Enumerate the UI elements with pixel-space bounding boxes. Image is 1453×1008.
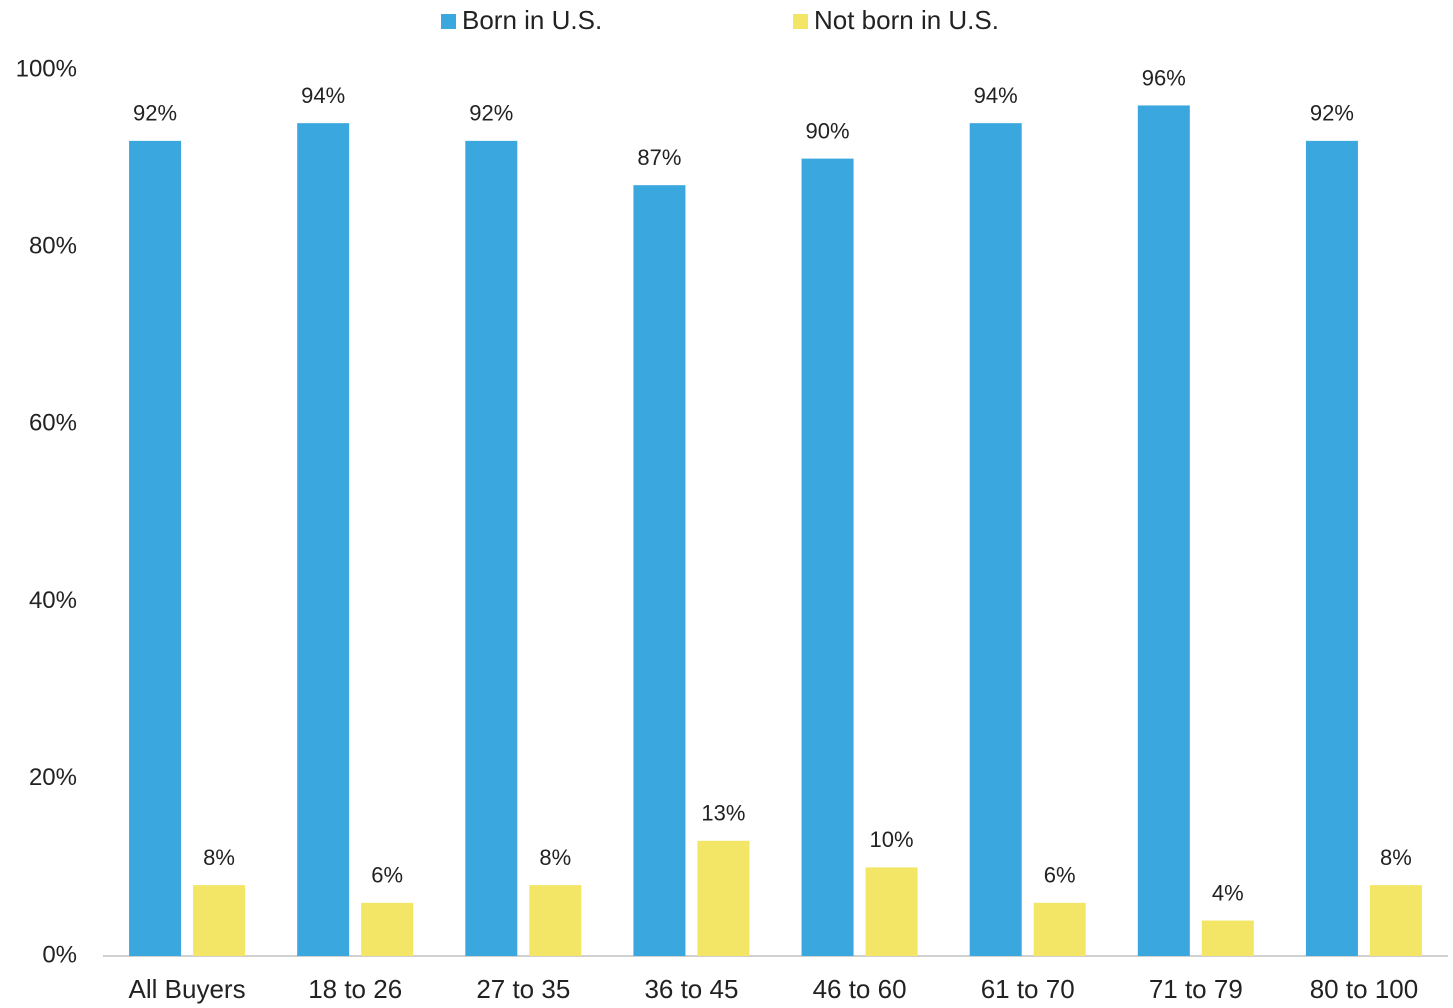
data-label: 6%	[371, 863, 403, 888]
data-label: 4%	[1212, 880, 1244, 905]
bar	[297, 123, 350, 956]
data-label: 92%	[469, 101, 513, 126]
data-label: 8%	[539, 845, 571, 870]
legend-swatch	[441, 14, 456, 29]
x-tick-label: 36 to 45	[644, 974, 738, 1004]
y-tick-label: 100%	[16, 55, 77, 82]
bar	[529, 885, 582, 956]
y-tick-label: 80%	[29, 233, 77, 260]
x-tick-label: 71 to 79	[1149, 974, 1243, 1004]
bar	[969, 123, 1022, 956]
bar	[465, 140, 518, 956]
bar	[865, 867, 918, 956]
bar	[697, 840, 750, 956]
bar	[129, 140, 182, 956]
bar	[1201, 920, 1254, 956]
x-tick-label: 27 to 35	[476, 974, 570, 1004]
bar	[633, 185, 686, 956]
bar	[1033, 902, 1086, 956]
x-tick-label: All Buyers	[129, 974, 246, 1004]
y-tick-label: 20%	[29, 764, 77, 791]
legend-label: Born in U.S.	[462, 5, 602, 35]
data-label: 10%	[870, 827, 914, 852]
data-label: 13%	[701, 801, 745, 826]
bar	[361, 902, 414, 956]
data-label: 92%	[133, 101, 177, 126]
data-label: 94%	[974, 83, 1018, 108]
data-label: 94%	[301, 83, 345, 108]
legend-label: Not born in U.S.	[814, 5, 999, 35]
x-tick-label: 46 to 60	[813, 974, 907, 1004]
y-tick-label: 40%	[29, 587, 77, 614]
bar	[193, 885, 246, 956]
y-tick-label: 0%	[42, 941, 77, 968]
data-label: 96%	[1142, 65, 1186, 90]
data-label: 92%	[1310, 101, 1354, 126]
x-tick-label: 80 to 100	[1310, 974, 1418, 1004]
bar	[1305, 140, 1358, 956]
y-tick-label: 60%	[29, 410, 77, 437]
x-tick-label: 61 to 70	[981, 974, 1075, 1004]
bar	[801, 158, 854, 957]
bar	[1369, 885, 1422, 956]
legend-swatch	[793, 14, 808, 29]
data-label: 87%	[637, 145, 681, 170]
data-label: 8%	[203, 845, 235, 870]
data-label: 6%	[1044, 863, 1076, 888]
data-label: 8%	[1380, 845, 1412, 870]
x-tick-label: 18 to 26	[308, 974, 402, 1004]
bar	[1137, 105, 1190, 956]
data-label: 90%	[806, 118, 850, 143]
